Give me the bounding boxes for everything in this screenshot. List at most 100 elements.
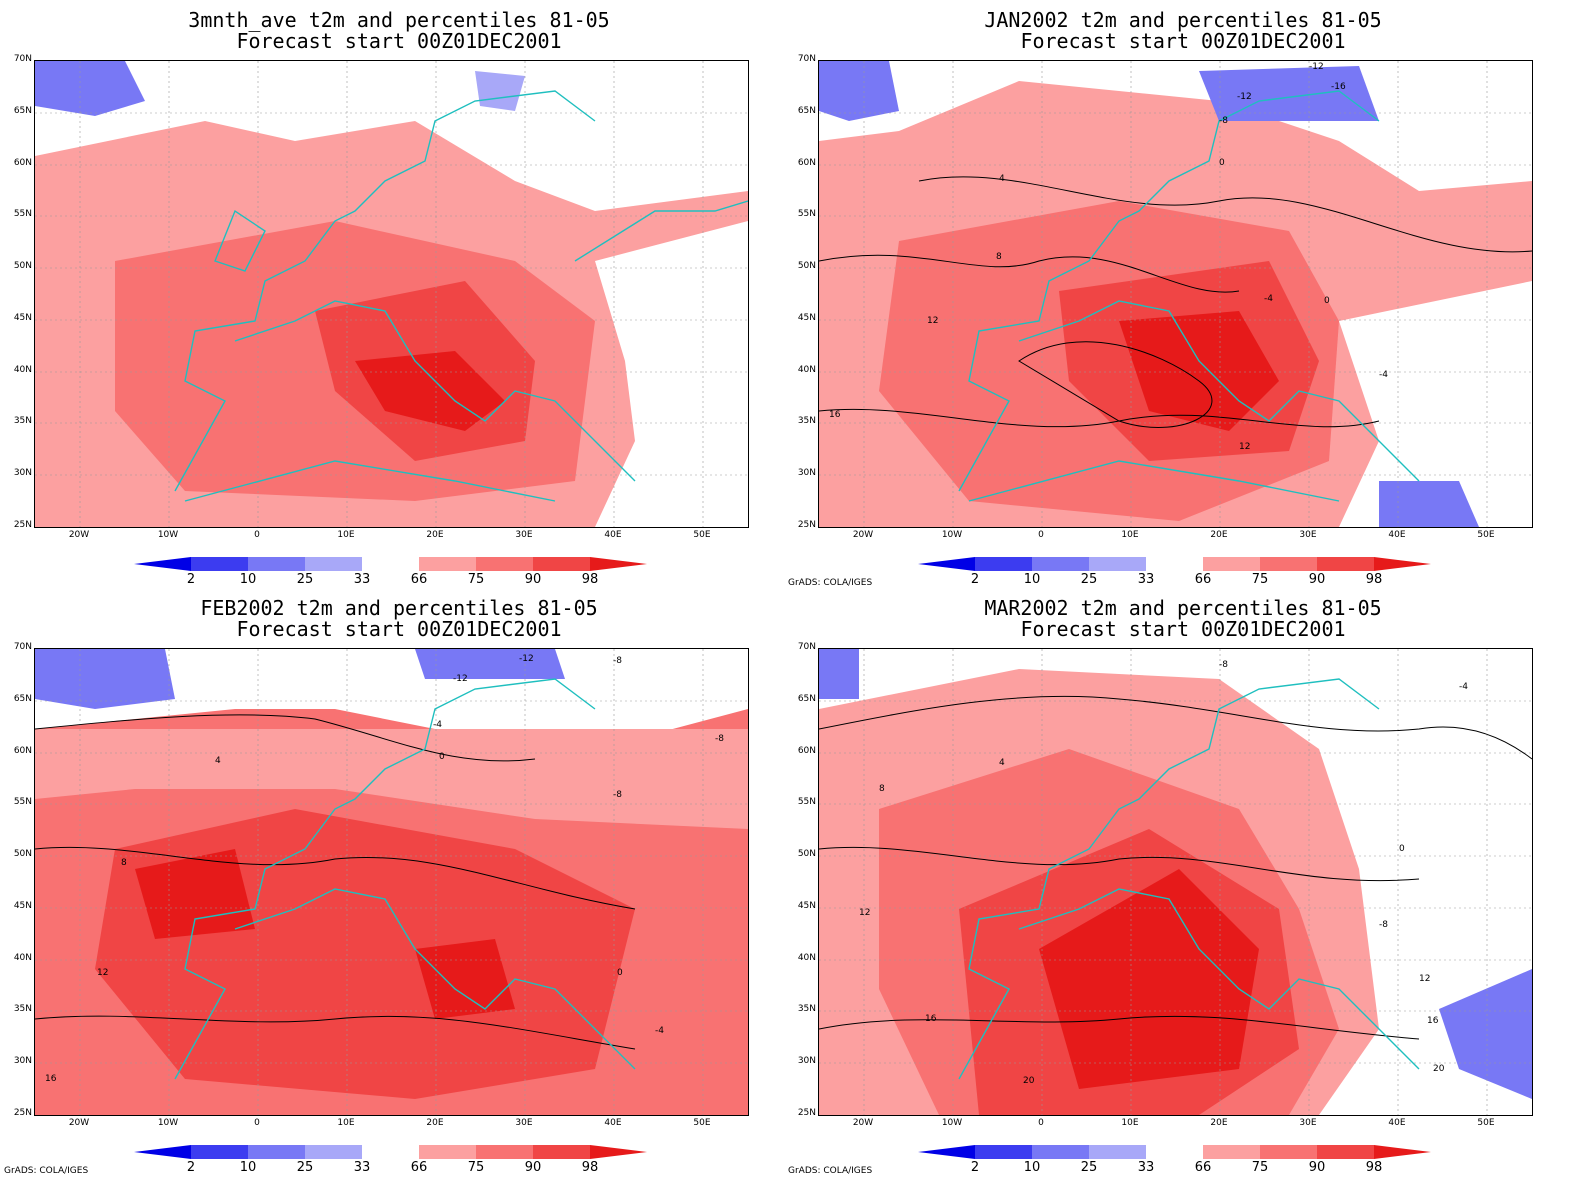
lon-axis-label: 10W — [157, 530, 179, 540]
lat-axis-label: 30N — [13, 468, 32, 479]
panel-title-line2: Forecast start 00Z01DEC2001 — [1020, 617, 1346, 641]
lat-axis-label: 25N — [797, 1108, 816, 1118]
map-area: -8 -4 4 8 12 16 20 0 -8 12 16 20 — [818, 648, 1533, 1116]
map-shading — [35, 61, 748, 527]
lon-axis-label: 40E — [1388, 1118, 1406, 1128]
contour-label: -8 — [613, 656, 622, 666]
contour-label: -12 — [453, 674, 468, 684]
colorbar-label: 66 — [410, 1160, 428, 1175]
lat-axis-label: 45N — [797, 900, 816, 911]
lat-axis-label: 50N — [797, 849, 816, 860]
contour-label: -8 — [1379, 920, 1388, 930]
contour-label: 16 — [1427, 1016, 1439, 1026]
lon-axis-label: 50E — [1477, 1118, 1495, 1128]
lon-axis-label: 30E — [1299, 530, 1317, 540]
lon-axis-label: 50E — [693, 1118, 711, 1128]
contour-label: -8 — [1219, 660, 1228, 670]
contour-label: 20 — [1433, 1064, 1445, 1074]
colorbar-label: 90 — [1308, 1160, 1326, 1175]
map-shading: -8 -4 4 8 12 16 20 0 -8 12 16 20 — [819, 649, 1532, 1115]
colorbar-label: 75 — [1251, 572, 1269, 587]
contour-label: 12 — [1239, 442, 1250, 452]
lat-axis-label: 35N — [797, 1004, 816, 1015]
colorbar-label: 10 — [1023, 1160, 1041, 1175]
contour-label: 0 — [1219, 158, 1225, 168]
contour-label: -12 — [1237, 92, 1252, 102]
colorbar-label: 90 — [524, 1160, 542, 1175]
panel-feb2002: FEB2002 t2m and percentiles 81-05 Foreca… — [0, 588, 798, 1186]
lat-axis-label: 55N — [13, 797, 32, 808]
lat-axis-label: 70N — [13, 642, 32, 652]
contour-label: -4 — [655, 1026, 664, 1036]
lon-axis-label: 0 — [254, 1118, 260, 1128]
colorbar-label: 2 — [186, 572, 196, 587]
lon-axis-label: 40E — [1388, 530, 1406, 540]
colorbar-label: 75 — [1251, 1160, 1269, 1175]
lon-axis-label: 20E — [426, 1118, 444, 1128]
contour-label: 4 — [999, 758, 1005, 768]
contour-label: 12 — [1419, 974, 1430, 984]
grads-credit: GrADS: COLA/IGES — [4, 1166, 89, 1176]
lat-axis-label: 35N — [13, 416, 32, 427]
lat-axis-label: 40N — [797, 952, 816, 963]
map-area: -12 -16 -12 -8 -4 0 4 8 12 16 -4 0 12 — [818, 60, 1533, 528]
panel-title-line1: FEB2002 t2m and percentiles 81-05 — [200, 596, 598, 620]
colorbar-label: 25 — [1080, 572, 1098, 587]
lon-axis-label: 20W — [68, 1118, 90, 1128]
colorbar-segment — [1203, 1145, 1260, 1159]
colorbar-label: 2 — [970, 572, 980, 587]
colorbar-segment — [1089, 557, 1146, 571]
colorbar-segment — [1317, 1145, 1374, 1159]
colorbar-segment — [248, 1145, 305, 1159]
colorbar-segment — [419, 557, 476, 571]
lon-axis-label: 20W — [852, 530, 874, 540]
colorbar — [918, 557, 1431, 571]
colorbar-segment — [134, 1145, 191, 1159]
colorbar-label: 98 — [1365, 1160, 1383, 1175]
lon-axis-label: 20W — [852, 1118, 874, 1128]
colorbar-label: 25 — [1080, 1160, 1098, 1175]
lat-axis-label: 30N — [13, 1056, 32, 1067]
colorbar-segment — [1260, 1145, 1317, 1159]
lat-axis-label: 70N — [797, 642, 816, 652]
lon-axis-label: 50E — [1477, 530, 1495, 540]
contour-label: 4 — [215, 756, 221, 766]
contour-label: 0 — [439, 752, 445, 762]
contour-label: 12 — [859, 908, 870, 918]
lon-axis-label: 0 — [254, 530, 260, 540]
lon-axis-label: 10E — [337, 1118, 355, 1128]
colorbar-label: 33 — [1137, 572, 1155, 587]
contour-label: 8 — [879, 784, 885, 794]
lat-axis-label: 60N — [13, 157, 32, 168]
lon-axis-label: 30E — [515, 1118, 533, 1128]
panel-title-line2: Forecast start 00Z01DEC2001 — [236, 617, 562, 641]
lat-axis-label: 30N — [797, 468, 816, 479]
lon-axis-label: 20E — [426, 530, 444, 540]
lat-axis-label: 65N — [13, 693, 32, 704]
colorbar-segment — [975, 557, 1032, 571]
lon-axis-label: 0 — [1038, 1118, 1044, 1128]
contour-label: -8 — [1219, 116, 1228, 126]
lat-axis-label: 60N — [797, 157, 816, 168]
lat-axis-label: 70N — [797, 54, 816, 64]
colorbar-label: 66 — [410, 572, 428, 587]
colorbar-segment — [191, 557, 248, 571]
lat-axis-label: 65N — [13, 105, 32, 116]
colorbar-segment — [533, 1145, 590, 1159]
grads-credit: GrADS: COLA/IGES — [788, 578, 873, 588]
lat-axis-label: 45N — [13, 900, 32, 911]
colorbar-label: 10 — [1023, 572, 1041, 587]
lon-axis-label: 20E — [1210, 530, 1228, 540]
contour-label: -4 — [1264, 294, 1273, 304]
panel-title-line2: Forecast start 00Z01DEC2001 — [236, 29, 562, 53]
lat-axis-label: 40N — [13, 364, 32, 375]
colorbar-segment — [590, 557, 647, 571]
colorbar-segment — [1089, 1145, 1146, 1159]
lat-axis-label: 25N — [797, 520, 816, 530]
colorbar-segment — [305, 1145, 362, 1159]
colorbar-label: 98 — [581, 572, 599, 587]
contour-label: 16 — [829, 410, 841, 420]
colorbar-segment — [918, 1145, 975, 1159]
colorbar-label: 33 — [353, 572, 371, 587]
panel-title-line2: Forecast start 00Z01DEC2001 — [1020, 29, 1346, 53]
